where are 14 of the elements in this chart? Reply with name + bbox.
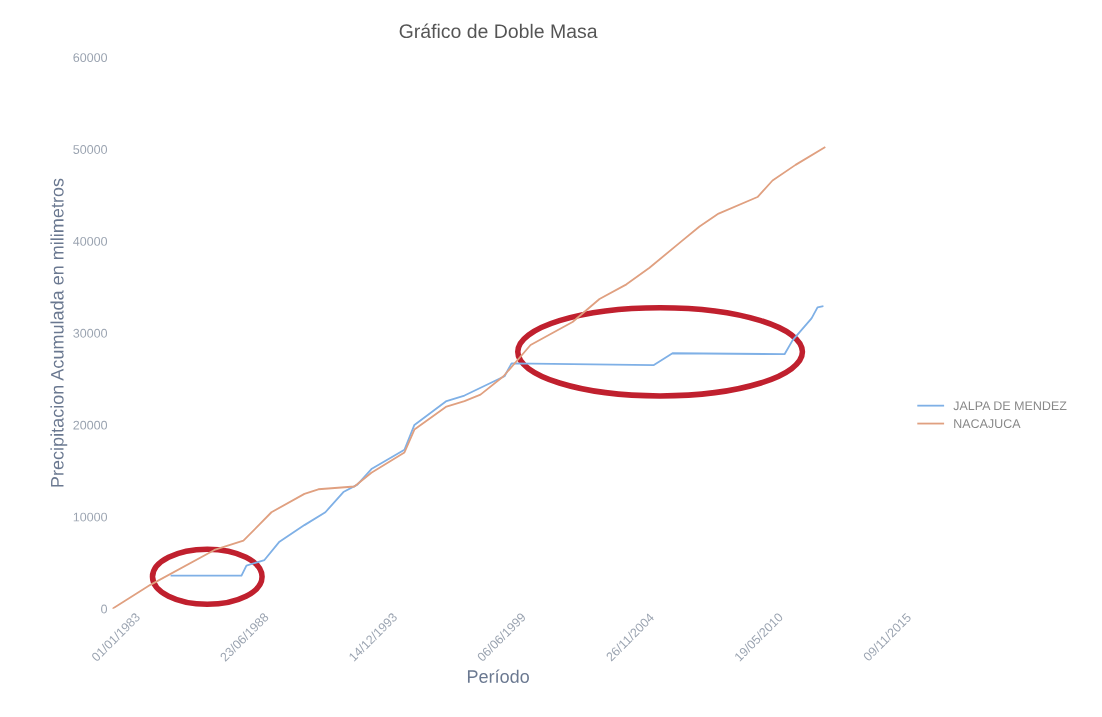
y-axis-title: Precipitacion Acumulada en milimetros [50,178,68,487]
y-tick-label: 20000 [73,420,108,430]
line-series [170,305,824,577]
x-axis-title: Período [467,669,529,683]
y-tick-label: 30000 [73,328,108,338]
legend-label: JALPA DE MENDEZ [953,401,1067,411]
line-series [112,146,826,609]
y-tick-label: 40000 [73,236,108,246]
chart-title: Gráfico de Doble Masa [399,23,598,39]
y-tick-label: 10000 [73,512,108,522]
y-tick-label: 50000 [73,145,108,154]
y-tick-label: 60000 [73,53,108,63]
legend-label: NACAJUCA [954,419,1021,429]
y-tick-label: 0 [101,604,108,614]
